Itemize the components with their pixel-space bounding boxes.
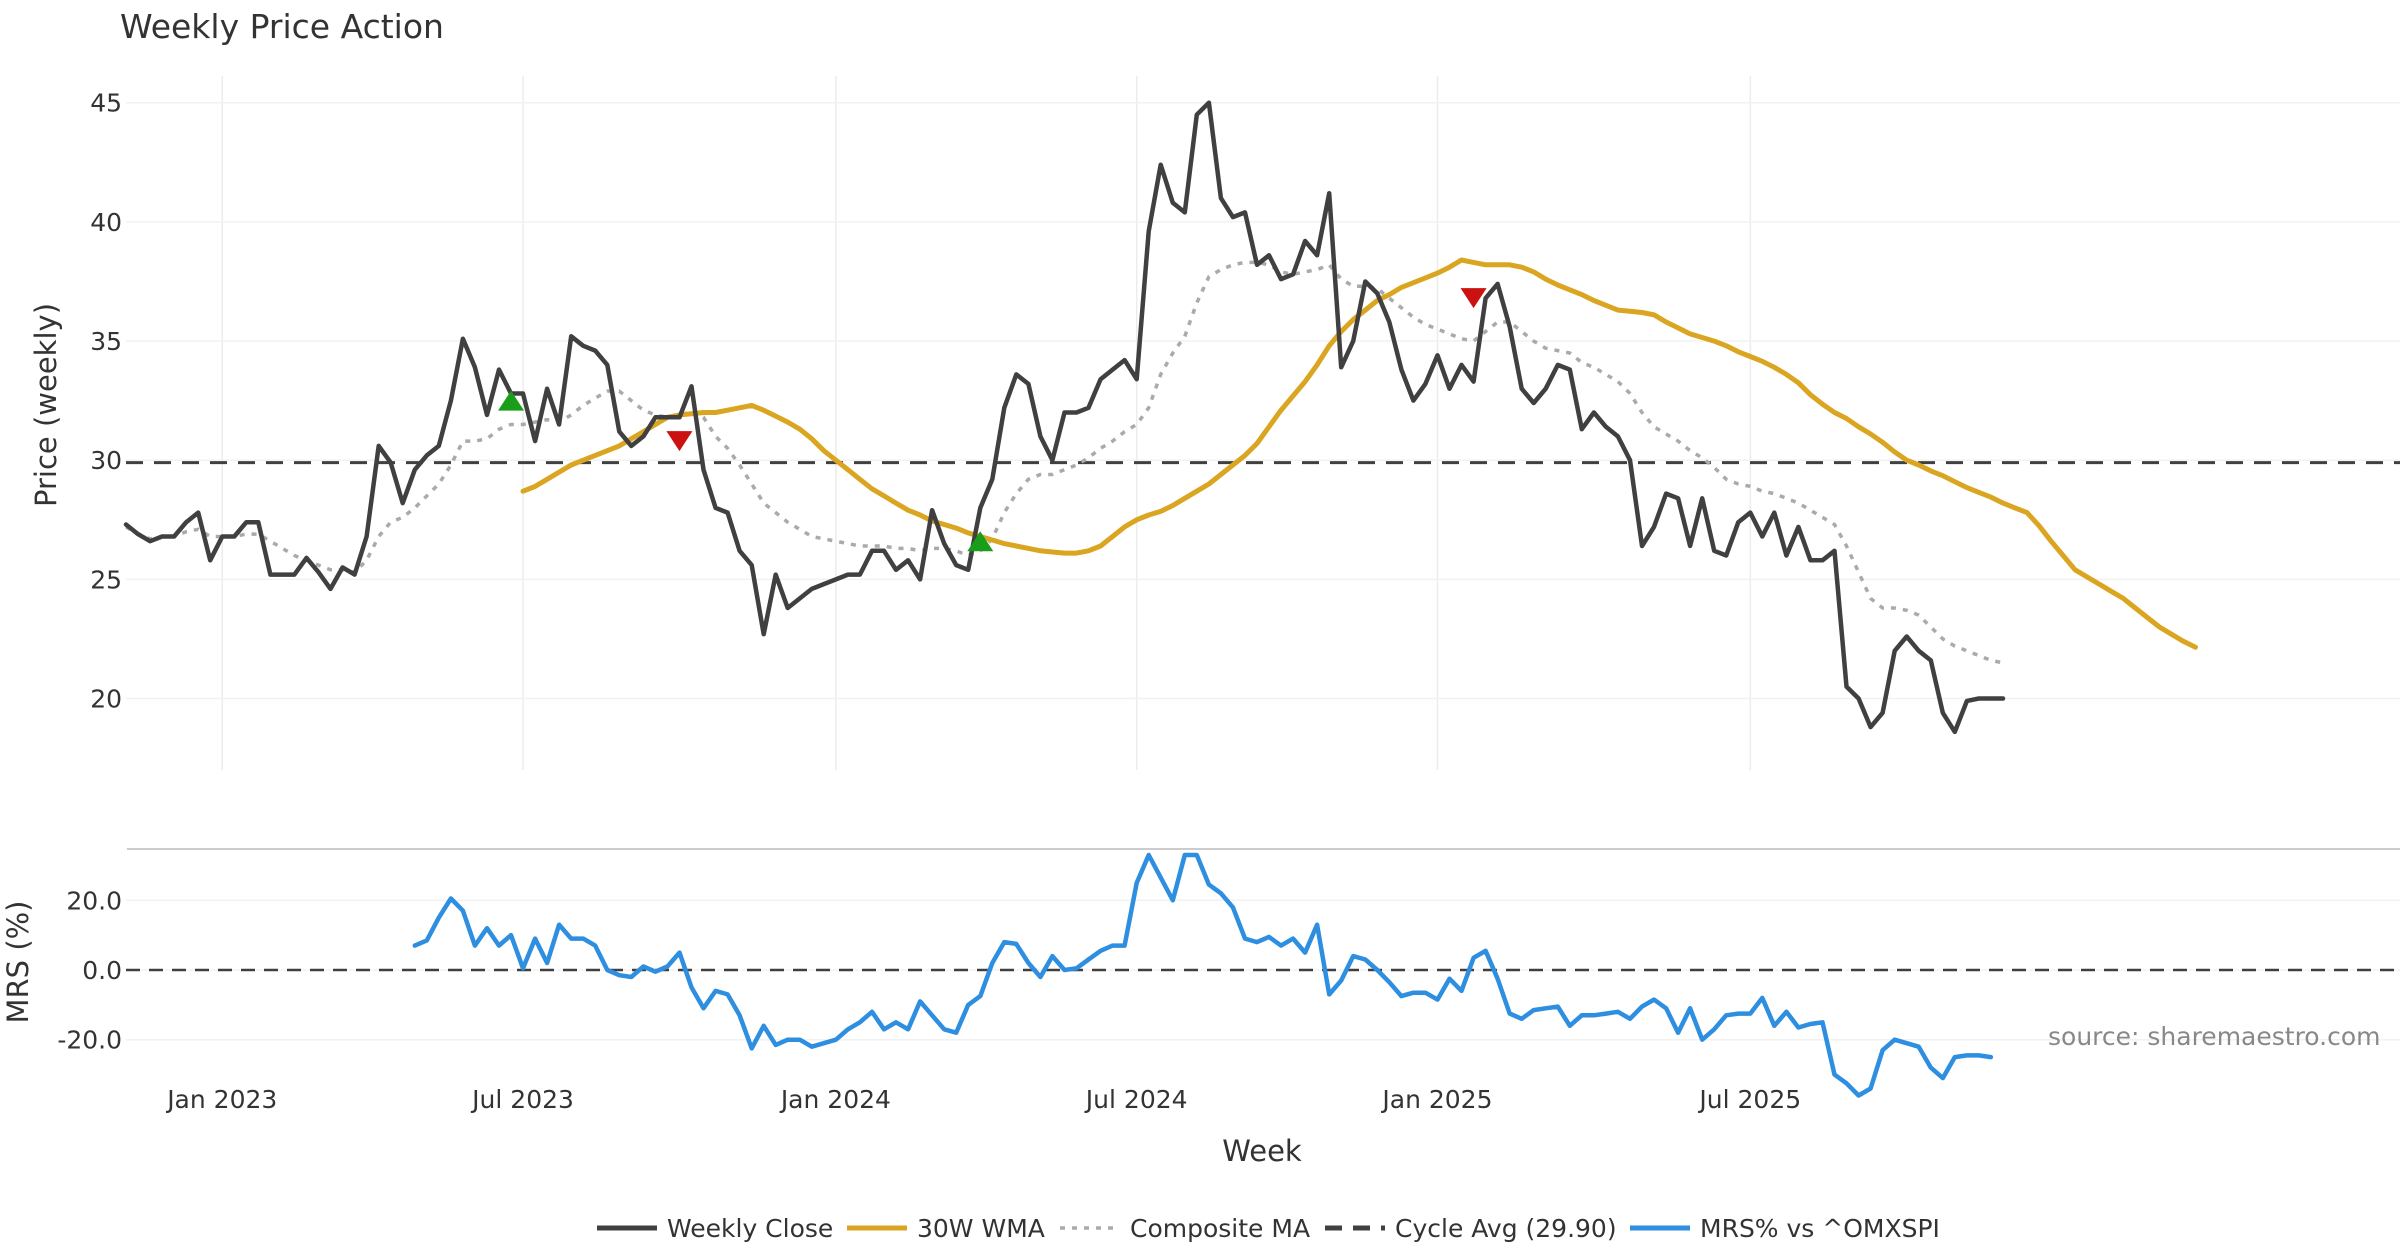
mrs-y-axis-label: MRS (%)	[1, 901, 35, 1024]
price-y-tick-label: 40	[90, 208, 122, 237]
mrs-y-tick-label: -20.0	[57, 1026, 122, 1055]
price-y-axis-label: Price (weekly)	[29, 303, 63, 507]
legend-item: Composite MA	[1060, 1214, 1310, 1243]
legend-item: MRS% vs ^OMXSPI	[1630, 1214, 1940, 1243]
legend-item: Cycle Avg (29.90)	[1325, 1214, 1617, 1243]
x-tick-label: Jul 2024	[1084, 1085, 1188, 1114]
price-y-tick-label: 35	[90, 327, 122, 356]
mrs-y-tick-label: 20.0	[66, 886, 122, 915]
sell-signal-marker	[666, 431, 693, 452]
x-tick-label: Jan 2023	[165, 1085, 277, 1114]
mrs-series	[412, 852, 1994, 1098]
legend-item: Weekly Close	[597, 1214, 833, 1243]
x-axis-label: Week	[1222, 1134, 1302, 1168]
price-y-tick-label: 25	[90, 565, 122, 594]
legend-label: 30W WMA	[917, 1214, 1045, 1243]
legend-label: MRS% vs ^OMXSPI	[1700, 1214, 1940, 1243]
legend: Weekly Close 30W WMA Composite MA Cycle Avg…	[597, 1214, 1940, 1243]
legend-label: Cycle Avg (29.90)	[1395, 1214, 1617, 1243]
price-gridlines	[126, 76, 2400, 770]
legend-label: Weekly Close	[667, 1214, 833, 1243]
mrs-y-ticks: 20.0 0.0 -20.0	[57, 886, 122, 1054]
x-axis-ticks: Jan 2023 Jul 2023 Jan 2024 Jul 2024 Jan 2025…	[165, 1085, 1801, 1114]
price-y-tick-label: 30	[90, 446, 122, 475]
x-tick-label: Jan 2025	[1380, 1085, 1492, 1114]
chart-title: Weekly Price Action	[120, 7, 444, 46]
weekly-close-line	[123, 100, 2006, 735]
buy-signal-marker	[498, 390, 525, 411]
buy-signal-marker	[967, 531, 994, 552]
x-tick-label: Jul 2023	[470, 1085, 574, 1114]
price-series	[123, 100, 2198, 735]
price-y-tick-label: 20	[90, 685, 122, 714]
sell-signal-marker	[1460, 288, 1487, 309]
x-tick-label: Jul 2025	[1697, 1085, 1801, 1114]
source-annotation: source: sharemaestro.com	[2048, 1022, 2381, 1051]
mrs-line	[412, 852, 1994, 1098]
legend-label: Composite MA	[1130, 1214, 1310, 1243]
x-tick-label: Jan 2024	[779, 1085, 891, 1114]
mrs-y-tick-label: 0.0	[82, 956, 122, 985]
signal-markers	[498, 288, 1487, 552]
price-y-ticks: 20 25 30 35 40 45	[90, 89, 122, 714]
legend-item: 30W WMA	[847, 1214, 1045, 1243]
price-y-tick-label: 45	[90, 89, 122, 118]
